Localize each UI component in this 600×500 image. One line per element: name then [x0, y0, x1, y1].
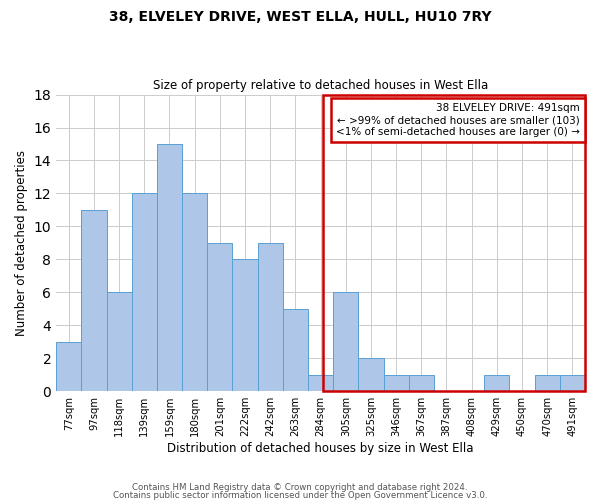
Bar — [132, 194, 157, 391]
Bar — [535, 374, 560, 391]
Bar — [560, 374, 585, 391]
X-axis label: Distribution of detached houses by size in West Ella: Distribution of detached houses by size … — [167, 442, 474, 455]
Bar — [232, 260, 257, 391]
Bar — [182, 194, 207, 391]
Bar — [358, 358, 383, 391]
Text: Contains HM Land Registry data © Crown copyright and database right 2024.: Contains HM Land Registry data © Crown c… — [132, 484, 468, 492]
Bar — [283, 309, 308, 391]
Text: Contains public sector information licensed under the Open Government Licence v3: Contains public sector information licen… — [113, 490, 487, 500]
Bar — [257, 243, 283, 391]
Bar — [107, 292, 132, 391]
Text: 38, ELVELEY DRIVE, WEST ELLA, HULL, HU10 7RY: 38, ELVELEY DRIVE, WEST ELLA, HULL, HU10… — [109, 10, 491, 24]
Bar — [383, 374, 409, 391]
Bar — [56, 342, 82, 391]
Bar — [157, 144, 182, 391]
Text: 38 ELVELEY DRIVE: 491sqm
← >99% of detached houses are smaller (103)
<1% of semi: 38 ELVELEY DRIVE: 491sqm ← >99% of detac… — [336, 104, 580, 136]
Title: Size of property relative to detached houses in West Ella: Size of property relative to detached ho… — [153, 79, 488, 92]
Bar — [409, 374, 434, 391]
Bar — [82, 210, 107, 391]
Bar — [484, 374, 509, 391]
Bar — [207, 243, 232, 391]
Y-axis label: Number of detached properties: Number of detached properties — [15, 150, 28, 336]
Bar — [308, 374, 333, 391]
Bar — [333, 292, 358, 391]
